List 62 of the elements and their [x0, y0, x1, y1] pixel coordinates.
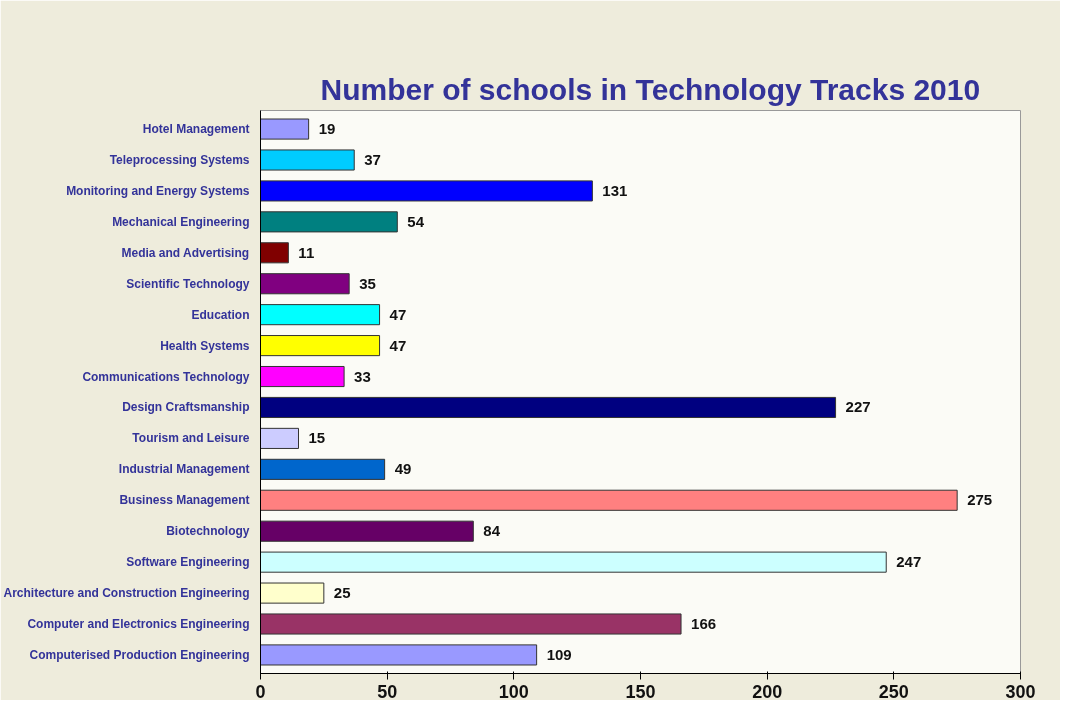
data-label: 227 — [845, 398, 871, 416]
bar — [260, 458, 386, 480]
x-tick-label: 0 — [255, 681, 266, 702]
y-tick-label: Architecture and Construction Engineering — [3, 586, 250, 601]
y-tick-label: Business Management — [119, 493, 250, 508]
data-label: 247 — [896, 553, 922, 571]
y-tick-label: Tourism and Leisure — [132, 431, 250, 446]
y-tick-label: Biotechnology — [166, 524, 250, 539]
bar — [260, 118, 310, 140]
data-label: 35 — [359, 274, 376, 292]
bar — [260, 427, 299, 449]
data-label: 33 — [354, 367, 371, 385]
bar — [260, 551, 887, 573]
data-label: 54 — [407, 212, 425, 230]
data-label: 275 — [967, 491, 993, 509]
bar — [260, 273, 350, 295]
bar — [260, 180, 593, 202]
y-tick-label: Software Engineering — [126, 555, 250, 570]
x-tick-label: 150 — [625, 681, 656, 702]
bar — [260, 489, 958, 511]
y-tick-label: Scientific Technology — [126, 276, 250, 291]
y-tick-label: Communications Technology — [82, 369, 250, 384]
x-tick-label: 250 — [878, 681, 909, 702]
data-label: 11 — [298, 243, 315, 261]
data-label: 109 — [546, 645, 572, 663]
data-label: 49 — [394, 460, 412, 478]
data-label: 37 — [364, 150, 381, 168]
data-label: 131 — [602, 181, 628, 199]
y-tick-label: Mechanical Engineering — [112, 214, 250, 229]
data-label: 166 — [691, 615, 717, 633]
bar — [260, 644, 538, 666]
y-tick-label: Computerised Production Engineering — [29, 647, 250, 662]
bar — [260, 396, 837, 419]
bar — [260, 582, 325, 604]
x-tick-label: 200 — [752, 681, 783, 702]
bar — [260, 242, 289, 264]
y-tick-label: Teleprocessing Systems — [109, 152, 250, 167]
x-tick-label: 300 — [1005, 681, 1036, 702]
data-label: 15 — [308, 429, 326, 447]
y-tick-label: Education — [191, 307, 250, 322]
data-label: 19 — [318, 120, 336, 138]
y-tick-label: Computer and Electronics Engineering — [27, 617, 250, 632]
y-tick-label: Monitoring and Energy Systems — [66, 183, 250, 198]
y-tick-label: Design Craftsmanship — [122, 400, 250, 415]
bar — [260, 520, 474, 542]
bar — [260, 613, 682, 635]
y-tick-label: Media and Advertising — [121, 245, 250, 260]
data-label: 25 — [333, 584, 351, 602]
data-label: 47 — [389, 336, 407, 354]
bar — [260, 365, 345, 388]
x-tick-label: 50 — [377, 681, 398, 702]
chart-title: Number of schools in Technology Tracks 2010 — [320, 72, 981, 106]
data-label: 47 — [389, 305, 407, 323]
bar — [260, 335, 381, 357]
bar — [260, 149, 355, 171]
y-tick-label: Hotel Management — [142, 122, 250, 137]
data-label: 84 — [483, 522, 501, 540]
y-tick-label: Industrial Management — [118, 462, 250, 477]
y-tick-label: Health Systems — [160, 338, 250, 353]
bar — [260, 211, 398, 233]
x-tick-label: 100 — [498, 681, 529, 702]
bar — [260, 304, 381, 326]
